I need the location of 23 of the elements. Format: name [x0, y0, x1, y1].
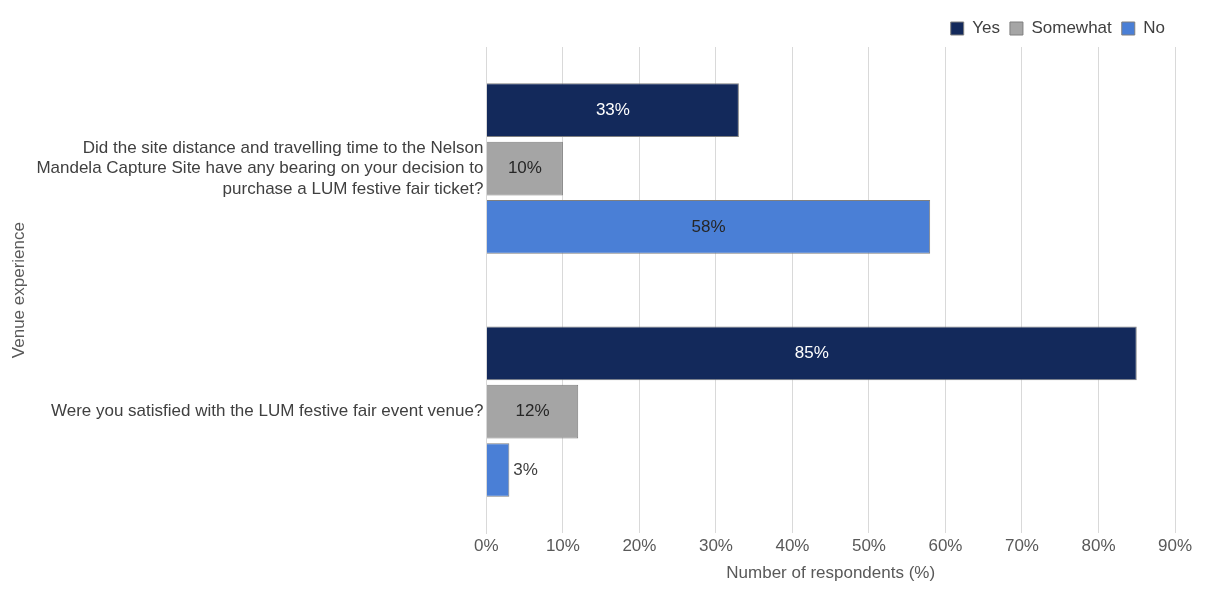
text: 58%	[691, 216, 726, 236]
text: 33%	[595, 99, 630, 119]
x-tick-label: 0%	[474, 536, 499, 556]
x-axis-title: Number of respondents (%)	[726, 563, 936, 583]
x-tick-label: 70%	[1004, 536, 1039, 556]
x-tick-label: 10%	[545, 536, 580, 556]
text: 10%	[507, 158, 542, 178]
y-tick-label: Were you satisfied with the LUM festive fair event venue?	[50, 401, 484, 421]
x-tick-label: 40%	[775, 536, 810, 556]
text: 12%	[515, 401, 550, 421]
x-tick-label: 90%	[1157, 536, 1193, 556]
x-tick-label: 20%	[622, 536, 657, 556]
legend-label: No	[1143, 18, 1165, 38]
legend-label: Somewhat	[1031, 18, 1113, 38]
x-tick-label: 50%	[851, 536, 886, 556]
x-tick-label: 30%	[698, 536, 733, 556]
text: 3%	[513, 459, 538, 479]
y-tick-label: Did the site distance and travelling time to the Nelson Mandela Capture Site have any bearing on your decision to purchase a LUM festive fair ticket?	[36, 137, 484, 198]
x-tick-label: 60%	[928, 536, 963, 556]
text: 85%	[794, 342, 829, 362]
y-axis-title: Venue experience	[8, 222, 28, 359]
legend-label: Yes	[972, 18, 1000, 38]
x-tick-label: 80%	[1081, 536, 1116, 556]
